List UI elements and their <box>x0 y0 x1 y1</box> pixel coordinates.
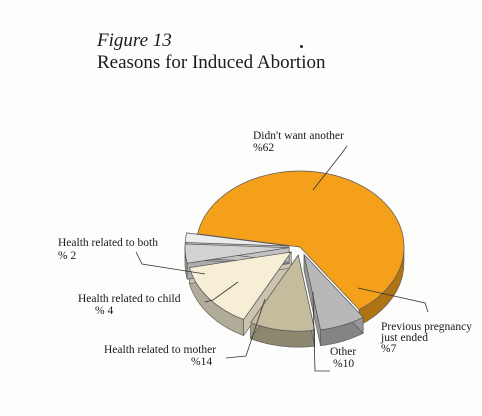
slice-name-label: Previous pregnancy <box>381 321 472 333</box>
figure-title: Reasons for Induced Abortion <box>97 52 326 73</box>
slice-value-label: %62 <box>253 142 274 154</box>
decorative-dot <box>300 45 303 48</box>
leader-line <box>204 281 239 303</box>
leader-line <box>135 251 206 275</box>
leader-line <box>312 145 348 191</box>
slice-name-label: Health related to both <box>58 237 158 249</box>
slice-name-label: just ended <box>380 332 428 344</box>
pie-slice-health-related-to-child <box>184 243 290 264</box>
slice-value-label: % 2 <box>58 250 76 262</box>
figure-label: Figure 13 <box>97 30 172 51</box>
slice-name-label: Didn't want another <box>253 130 344 142</box>
pie-slice-didn-t-want-another <box>197 170 405 311</box>
leader-line <box>312 291 330 372</box>
slice-name-label: Other <box>330 346 356 358</box>
slice-value-label: % 4 <box>95 305 113 317</box>
slice-value-label: %14 <box>191 356 212 368</box>
leader-line <box>225 298 266 359</box>
pie-slice-health-related-to-mother <box>189 251 293 320</box>
slice-name-label: Health related to mother <box>104 344 216 356</box>
slice-name-label: Health related to child <box>78 293 181 305</box>
pie-slice-previous-pregnancy-just-ended <box>303 253 364 331</box>
pie-slice-other <box>250 254 316 332</box>
slice-value-label: %7 <box>381 343 397 355</box>
slice-value-label: %10 <box>333 358 354 370</box>
pie-slice-health-related-to-both <box>184 232 290 247</box>
leader-line <box>357 287 429 313</box>
